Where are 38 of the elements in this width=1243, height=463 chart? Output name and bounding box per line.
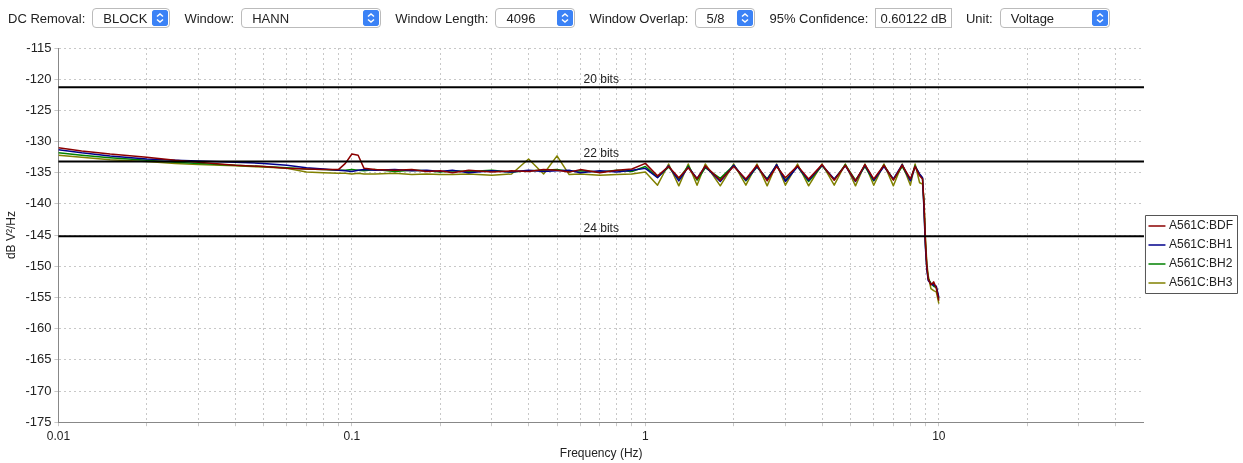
x-tick-label: 0.01 <box>46 428 71 443</box>
text: Unit: <box>965 10 993 26</box>
text: BLOCK <box>103 11 148 26</box>
x-tick-label: 10 <box>932 428 946 443</box>
legend-label: A561C:BH2 <box>1168 256 1233 271</box>
y-tick-label: -170 <box>25 382 52 398</box>
x-tick-label: 0.1 <box>343 428 361 443</box>
text: HANN <box>252 11 290 26</box>
y-tick-label: -160 <box>25 320 52 336</box>
y-tick-label: -140 <box>25 195 52 211</box>
legend-label: A561C:BDF <box>1168 218 1234 233</box>
y-tick-label: -135 <box>25 164 52 180</box>
ref-line-label: 20 bits <box>583 71 619 86</box>
y-tick-label: -125 <box>25 101 52 117</box>
legend-label: A561C:BH1 <box>1168 237 1233 252</box>
y-tick-label: -165 <box>25 351 52 367</box>
text: 95% Confidence: <box>769 10 869 26</box>
ref-line-label: 24 bits <box>583 220 619 235</box>
y-tick-label: -150 <box>25 257 52 273</box>
text: 5/8 <box>706 11 725 26</box>
x-tick-label: 1 <box>642 428 650 443</box>
text: DC Removal: <box>8 10 86 26</box>
text: Window Overlap: <box>589 10 689 26</box>
legend-label: A561C:BH3 <box>1168 275 1233 290</box>
text: 4096 <box>506 11 536 26</box>
y-tick-label: -120 <box>25 70 52 86</box>
y-tick-label: -145 <box>25 226 52 242</box>
ref-line-label: 22 bits <box>583 145 619 160</box>
text: 0.60122 dB <box>880 11 947 26</box>
text: Window: <box>184 10 235 26</box>
x-axis-title: Frequency (Hz) <box>559 446 643 461</box>
y-tick-label: -130 <box>25 133 52 149</box>
y-tick-label: -175 <box>25 413 52 429</box>
y-tick-label: -115 <box>26 39 52 55</box>
text: Window Length: <box>395 10 489 26</box>
y-axis-title: dB V²/Hz <box>3 211 18 260</box>
y-tick-label: -155 <box>25 289 52 305</box>
text: Voltage <box>1010 11 1055 26</box>
